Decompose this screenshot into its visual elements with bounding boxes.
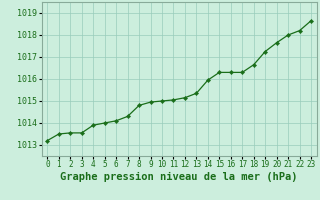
X-axis label: Graphe pression niveau de la mer (hPa): Graphe pression niveau de la mer (hPa): [60, 172, 298, 182]
